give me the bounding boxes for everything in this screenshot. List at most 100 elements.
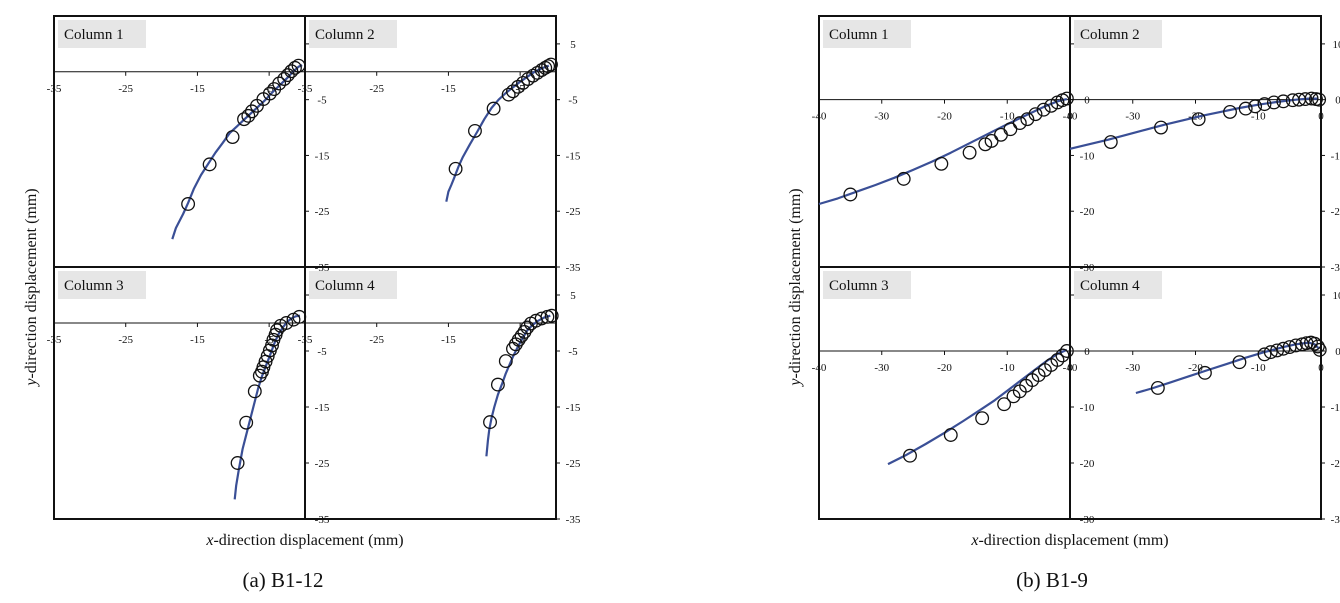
panel-title: Column 3 — [64, 278, 124, 294]
x-tick-label: -15 — [190, 83, 205, 95]
figure-a-ylabel: y-direction displacement (mm) — [23, 188, 40, 387]
data-point — [490, 377, 505, 392]
panel-title: Column 1 — [829, 27, 889, 43]
y-tick-label: 10 — [1333, 39, 1340, 51]
data-point — [1288, 338, 1303, 353]
x-tick-label: -10 — [1251, 362, 1266, 374]
x-tick-label: -10 — [1000, 111, 1015, 123]
panel-frame — [1069, 15, 1322, 268]
data-point — [530, 65, 545, 80]
panel-title-box — [309, 271, 397, 299]
panel-frame — [1069, 266, 1322, 520]
x-tick-label: -25 — [369, 334, 384, 346]
panel-title-box — [1074, 20, 1162, 48]
y-tick-label: -5 — [568, 95, 578, 107]
data-point — [544, 308, 559, 323]
figure-b-ylabel: y-direction displacement (mm) — [787, 188, 804, 387]
data-point — [202, 157, 217, 172]
x-tick-label: -25 — [118, 83, 133, 95]
data-point — [1312, 92, 1327, 107]
y-tick-label: -30 — [1331, 262, 1340, 274]
x-tick-label: -25 — [369, 83, 384, 95]
panel-frame — [818, 15, 1071, 268]
panel-title-box — [823, 271, 911, 299]
data-point — [1150, 381, 1165, 395]
x-tick-label: -40 — [812, 111, 827, 123]
y-tick-label: 0 — [1335, 95, 1340, 107]
data-point — [486, 101, 501, 116]
figure-a-xlabel: x-direction displacement (mm) — [205, 532, 403, 549]
x-tick-label: -30 — [874, 111, 889, 123]
x-tick-label: -35 — [47, 334, 62, 346]
y-tick-label: -25 — [566, 458, 581, 470]
panel-title-box — [1074, 271, 1162, 299]
data-point — [181, 197, 196, 211]
panel-title-box — [309, 20, 397, 48]
panel-title: Column 4 — [1080, 278, 1140, 294]
panel-8: -40 -30 -20 -10 0 10 0 -10 -20 -30 Column 4 — [1063, 266, 1340, 526]
y-tick-label: 5 — [570, 39, 576, 51]
data-point — [1036, 102, 1051, 117]
y-tick-label: 0 — [1084, 346, 1090, 358]
data-point — [843, 187, 858, 202]
data-point — [239, 415, 254, 430]
y-tick-label: -25 — [315, 458, 330, 470]
figure-a-caption: (a) B1-12 — [242, 568, 323, 592]
y-tick-label: -5 — [317, 346, 327, 358]
x-tick-label: -20 — [937, 111, 952, 123]
x-tick-label: 0 — [1318, 362, 1324, 374]
data-point — [483, 415, 497, 430]
panel-frame — [53, 266, 306, 520]
data-point — [270, 323, 284, 338]
data-point — [1232, 355, 1247, 370]
panel-title: Column 3 — [829, 278, 889, 294]
data-point — [975, 411, 990, 426]
x-tick-label: -35 — [298, 83, 313, 95]
panel-title: Column 4 — [315, 278, 375, 294]
x-tick-label: -40 — [1063, 362, 1078, 374]
data-point — [516, 75, 530, 90]
panel-frame — [304, 266, 557, 520]
y-tick-label: 0 — [1084, 95, 1090, 107]
y-tick-label: -15 — [315, 402, 330, 414]
data-point — [1059, 91, 1074, 106]
data-point — [520, 320, 535, 335]
data-point — [241, 108, 256, 123]
panel-2: -35 -25 -15 -5 5 -5 -15 -25 -35 Column 2 — [298, 15, 581, 274]
data-point — [288, 60, 302, 75]
data-point — [943, 428, 958, 442]
y-tick-label: -15 — [315, 150, 330, 162]
data-point — [1055, 348, 1070, 363]
x-tick-label: -40 — [1063, 111, 1078, 123]
data-point — [541, 59, 556, 74]
panel-title-box — [823, 20, 911, 48]
x-tick-label: -15 — [441, 334, 456, 346]
y-tick-label: -5 — [317, 95, 327, 107]
data-point — [277, 72, 292, 86]
data-point — [237, 112, 251, 127]
data-point — [1223, 104, 1237, 119]
series-line — [445, 64, 550, 202]
panel-4: -35 -25 -15 -5 5 -5 -15 -25 -35 Column 4 — [298, 266, 581, 526]
x-tick-label: -30 — [874, 362, 889, 374]
y-tick-label: -20 — [1331, 206, 1340, 218]
panel-frame — [53, 15, 306, 268]
data-point — [1270, 343, 1285, 358]
x-tick-label: -15 — [190, 334, 205, 346]
data-point — [1298, 92, 1313, 107]
panel-title: Column 2 — [1080, 27, 1140, 43]
data-point — [272, 76, 287, 91]
x-tick-label: -25 — [118, 334, 133, 346]
data-point — [284, 64, 299, 79]
y-tick-label: -15 — [566, 150, 581, 162]
figure-b-caption: (b) B1-9 — [1016, 568, 1088, 592]
figure-b-xlabel: x-direction displacement (mm) — [970, 532, 1168, 549]
data-point — [1257, 97, 1272, 112]
data-point — [1020, 112, 1035, 127]
data-point — [225, 130, 240, 144]
data-point — [934, 156, 949, 171]
data-point — [506, 84, 520, 99]
data-point — [997, 397, 1012, 412]
